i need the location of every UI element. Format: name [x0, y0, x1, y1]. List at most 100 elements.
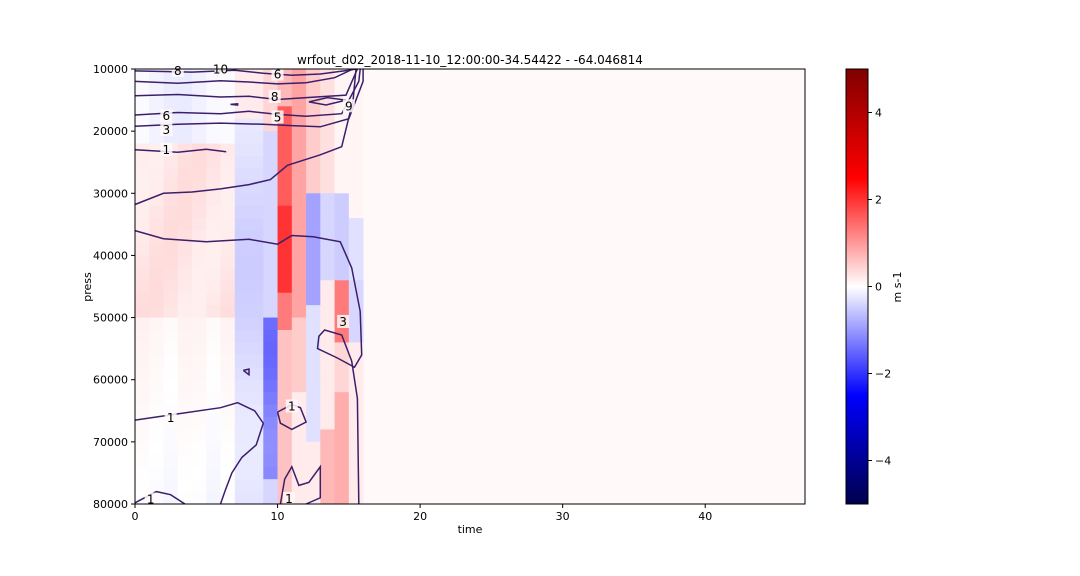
- heatmap-cell: [348, 243, 364, 256]
- colorbar-gradient: [845, 68, 869, 505]
- heatmap-cell: [277, 230, 293, 244]
- heatmap-cell: [177, 205, 193, 219]
- heatmap-cell: [291, 81, 307, 95]
- heatmap-cell: [135, 404, 150, 418]
- heatmap-cell: [277, 81, 293, 95]
- heatmap-cell: [149, 131, 164, 144]
- heatmap-cell: [306, 454, 321, 468]
- heatmap-cell: [177, 367, 193, 381]
- heatmap-cell: [234, 342, 250, 356]
- chart-title: wrfout_d02_2018-11-10_12:00:00-34.54422 …: [297, 53, 643, 67]
- heatmap-cell: [291, 205, 307, 219]
- heatmap-cell: [348, 479, 364, 492]
- heatmap-cell: [135, 317, 150, 331]
- heatmap-cell: [306, 180, 321, 194]
- x-tick-label: 20: [413, 510, 427, 523]
- heatmap-cell: [206, 168, 221, 182]
- heatmap-cell: [177, 417, 193, 430]
- heatmap-cell: [348, 330, 364, 343]
- heatmap-cell: [149, 243, 164, 256]
- heatmap-cell: [192, 255, 207, 269]
- heatmap-cell: [249, 267, 264, 281]
- heatmap-cell: [263, 404, 278, 418]
- heatmap-cell: [249, 280, 264, 294]
- heatmap-cell: [220, 168, 236, 182]
- heatmap-cell: [149, 479, 164, 492]
- heatmap-cell: [348, 342, 364, 356]
- heatmap-cell: [220, 342, 236, 356]
- contour-label-background: [144, 492, 157, 506]
- heatmap-cell: [163, 466, 179, 480]
- heatmap-cell: [177, 255, 193, 269]
- heatmap-cell: [291, 131, 307, 144]
- x-axis: 0 10 20 30 40: [132, 504, 712, 523]
- heatmap-cell: [192, 131, 207, 144]
- heatmap-cell: [249, 429, 264, 443]
- heatmap-cell: [234, 267, 250, 281]
- heatmap-cell: [306, 106, 321, 120]
- heatmap-cell: [249, 379, 264, 393]
- heatmap-cell: [220, 193, 236, 207]
- heatmap-cell: [177, 342, 193, 356]
- heatmap-cell: [249, 404, 264, 418]
- heatmap-cell: [177, 466, 193, 480]
- colorbar-tick-label: 2: [875, 194, 882, 207]
- y-axis: 10000 20000 30000 40000 50000 60000 70000 80000: [93, 63, 135, 511]
- heatmap-cell: [306, 255, 321, 269]
- heatmap-cell: [320, 454, 335, 468]
- heatmap-cell: [192, 168, 207, 182]
- heatmap-cell: [334, 367, 350, 381]
- contour-label: 3: [339, 315, 347, 329]
- contour-line: [134, 401, 265, 505]
- heatmap-cell: [177, 441, 193, 455]
- heatmap-cell: [135, 280, 150, 294]
- contour-label: 8: [174, 64, 182, 78]
- heatmap-cell: [220, 292, 236, 306]
- heatmap-cell: [135, 379, 150, 393]
- plot-area: 8 10 6 8 6 5 9 3 1 3 1 1 1 1: [134, 62, 806, 507]
- heatmap-cell: [220, 156, 236, 169]
- contour-label: 10: [213, 63, 228, 77]
- y-tick-label: 30000: [93, 187, 128, 200]
- heatmap-cell: [334, 280, 350, 294]
- heatmap-cell: [135, 255, 150, 269]
- heatmap-cell: [277, 292, 293, 306]
- heatmap-cell: [334, 305, 350, 318]
- heatmap-cell: [177, 479, 193, 492]
- heatmap-cell: [177, 292, 193, 306]
- heatmap-cell: [206, 429, 221, 443]
- heatmap-cell: [135, 168, 150, 182]
- heatmap-cell: [149, 392, 164, 405]
- heatmap-cell: [234, 479, 250, 492]
- heatmap-cell: [348, 280, 364, 294]
- heatmap-cell: [135, 267, 150, 281]
- colorbar-tick-label: −4: [875, 455, 891, 468]
- heatmap-cell: [177, 143, 193, 157]
- heatmap-cell: [334, 180, 350, 194]
- contour-line: [134, 68, 354, 85]
- heatmap-cell: [320, 243, 335, 256]
- heatmap-cell: [163, 441, 179, 455]
- heatmap-cell: [291, 292, 307, 306]
- heatmap-cell: [192, 93, 207, 107]
- heatmap-cell: [249, 367, 264, 381]
- heatmap-cell: [277, 93, 293, 107]
- heatmap-cell: [320, 180, 335, 194]
- heatmap-cell: [263, 230, 278, 244]
- heatmap-cell: [320, 367, 335, 381]
- heatmap-cell: [206, 292, 221, 306]
- heatmap-cell: [348, 466, 364, 480]
- heatmap-cell: [206, 466, 221, 480]
- heatmap-cell: [135, 454, 150, 468]
- heatmap-cell: [135, 106, 150, 120]
- heatmap-cell: [192, 491, 207, 505]
- heatmap-cell: [206, 267, 221, 281]
- heatmap-cell: [291, 441, 307, 455]
- heatmap-cell: [177, 491, 193, 505]
- heatmap-cell: [306, 305, 321, 318]
- heatmap-cell: [149, 93, 164, 107]
- heatmap-cell: [263, 156, 278, 169]
- heatmap-cell: [177, 93, 193, 107]
- heatmap-cell: [277, 379, 293, 393]
- heatmap-cell: [163, 255, 179, 269]
